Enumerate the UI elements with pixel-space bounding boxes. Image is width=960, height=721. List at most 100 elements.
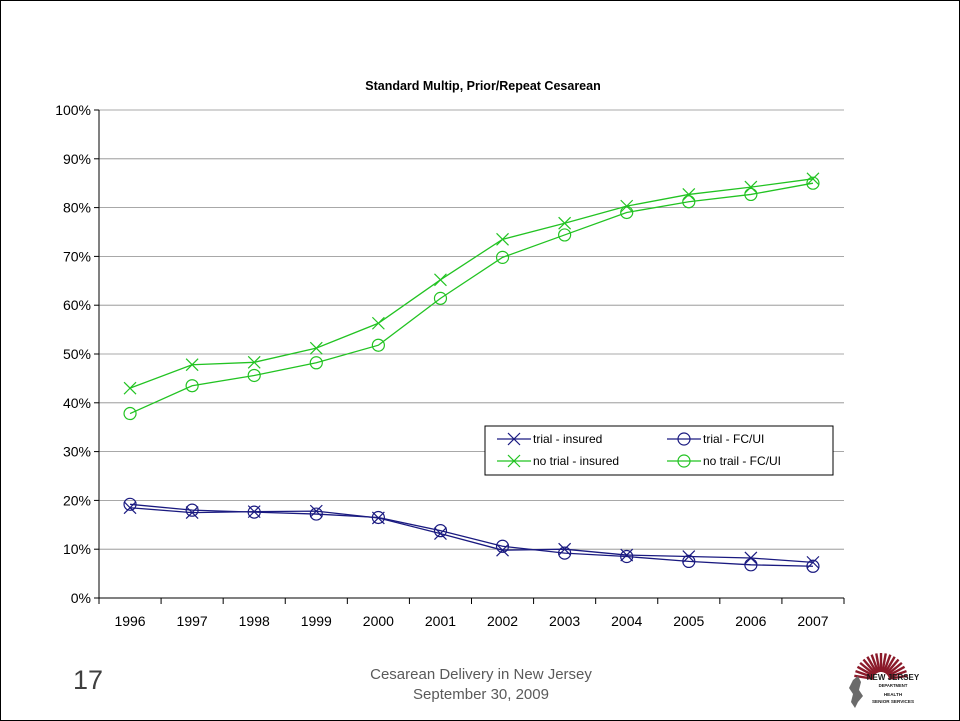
point-o-marker — [677, 432, 691, 446]
marker-stroke — [123, 501, 137, 515]
point-o-marker — [806, 559, 820, 573]
point-x-marker — [507, 432, 521, 446]
logo-ray — [854, 674, 874, 680]
x-tick-label: 1996 — [114, 613, 145, 629]
marker-stroke — [620, 548, 634, 562]
point-o-marker — [620, 205, 634, 220]
point-o-marker — [185, 503, 199, 517]
marker-stroke — [247, 355, 261, 369]
logo-state-outline-icon — [849, 676, 863, 708]
logo-ray — [875, 653, 881, 673]
y-tick-label: 0% — [71, 590, 91, 606]
point-o-marker — [433, 524, 448, 538]
series-2 — [123, 172, 820, 395]
point-x-marker — [507, 454, 521, 468]
point-o-marker — [495, 250, 510, 264]
logo-text-line4: SENIOR SERVICES — [872, 699, 914, 704]
point-x-marker — [806, 172, 820, 186]
marker-stroke — [507, 432, 521, 446]
chart-axes: 0% 10% 20% 30% 40% 50% 60% 70% 80% 90% 100% 1996 199… — [55, 102, 845, 629]
logo-ray — [888, 670, 907, 679]
footer-date: September 30, 2009 — [413, 686, 549, 703]
marker-stroke — [682, 187, 696, 201]
chart-legend: trial - insured trial - FC/UI no trial - i… — [484, 425, 834, 476]
logo-ray — [884, 656, 896, 674]
y-tick-label: 10% — [63, 541, 91, 557]
point-x-marker — [371, 316, 385, 330]
point-o-marker — [123, 497, 137, 511]
marker-stroke — [185, 358, 199, 372]
legend-entry: no trial - insured — [497, 454, 619, 468]
y-tick-label: 90% — [63, 151, 91, 167]
x-tick-label: 2006 — [735, 613, 766, 629]
x-tick-label: 2000 — [363, 613, 394, 629]
logo-ray — [886, 661, 903, 676]
legend-entry: no trail - FC/UI — [667, 454, 781, 468]
logo-ray — [859, 661, 876, 676]
series-line — [129, 178, 814, 389]
x-tick-label: 2004 — [611, 613, 642, 629]
logo-text-line3: HEALTH — [884, 692, 903, 697]
marker-stroke — [806, 172, 820, 186]
point-o-marker — [371, 510, 385, 525]
page-number: 17 — [73, 665, 104, 695]
point-x-marker — [123, 501, 137, 515]
point-o-marker — [247, 368, 261, 383]
logo-ray — [888, 674, 908, 680]
marker-stroke — [185, 506, 199, 520]
x-tick-label: 1998 — [239, 613, 270, 629]
point-o-marker — [558, 546, 572, 560]
logo-text-line2: DEPARTMENT — [879, 683, 908, 688]
logo-burst-icon — [854, 653, 908, 680]
logo-ray — [856, 665, 875, 678]
y-tick-label: 70% — [63, 248, 91, 264]
y-tick-label: 50% — [63, 346, 91, 362]
point-x-marker — [247, 355, 261, 369]
point-o-marker — [309, 507, 323, 521]
marker-stroke — [744, 180, 758, 194]
chart-series — [123, 172, 820, 573]
marker-stroke — [309, 504, 323, 518]
legend-box — [484, 425, 834, 476]
x-tick-label: 2005 — [673, 613, 704, 629]
point-x-marker — [309, 504, 323, 518]
point-o-marker — [185, 379, 199, 393]
logo-ray — [885, 658, 900, 675]
point-x-marker — [496, 232, 509, 246]
y-tick-label: 40% — [63, 395, 91, 411]
point-x-marker — [682, 187, 696, 201]
point-x-marker — [744, 551, 758, 565]
footer-title: Cesarean Delivery in New Jersey — [370, 666, 592, 683]
marker-stroke — [434, 273, 447, 287]
chart-title: Standard Multip, Prior/Repeat Cesarean — [365, 79, 600, 93]
marker-stroke — [496, 232, 509, 246]
point-x-marker — [558, 216, 572, 230]
point-o-marker — [309, 356, 323, 370]
y-tick-label: 20% — [63, 492, 91, 508]
point-o-marker — [682, 195, 696, 209]
legend-label: trial - insured — [533, 432, 602, 446]
legend-label: no trail - FC/UI — [703, 454, 781, 468]
footer: Cesarean Delivery in New Jersey Septembe… — [331, 665, 631, 705]
logo-ray — [881, 653, 887, 673]
x-tick-label: 1997 — [177, 613, 208, 629]
y-tick-label: 80% — [63, 200, 91, 216]
point-o-marker — [247, 505, 261, 519]
x-tick-label: 2003 — [549, 613, 580, 629]
logo-text-line1: NEW JERSEY — [867, 673, 920, 682]
point-x-marker — [123, 381, 137, 395]
point-x-marker — [309, 341, 323, 355]
point-o-marker — [371, 338, 385, 352]
line-chart: Standard Multip, Prior/Repeat Cesarean 0… — [55, 79, 845, 629]
point-o-marker — [495, 539, 510, 553]
legend-entry: trial - FC/UI — [667, 432, 764, 446]
point-x-marker — [434, 273, 447, 287]
x-tick-label: 2007 — [797, 613, 828, 629]
nj-health-logo: NEW JERSEY DEPARTMENT HEALTH SENIOR SERV… — [849, 653, 920, 708]
legend-label: no trial - insured — [533, 454, 619, 468]
y-tick-label: 30% — [63, 444, 91, 460]
point-o-marker — [744, 187, 758, 202]
marker-stroke — [309, 341, 323, 355]
point-o-marker — [682, 554, 696, 569]
